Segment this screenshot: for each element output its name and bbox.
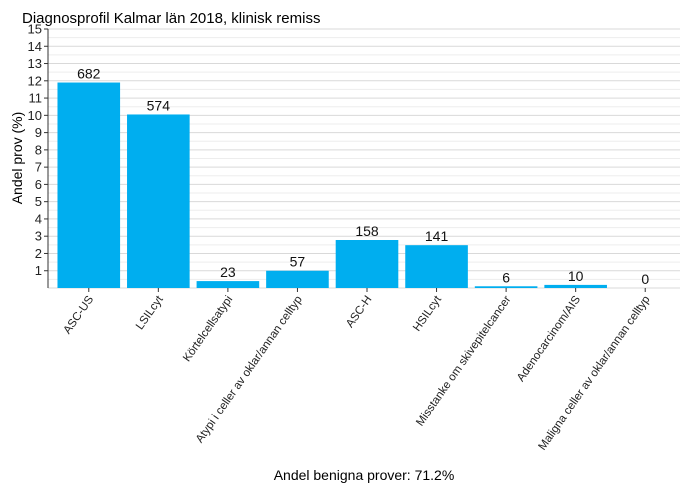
bar [57,82,121,288]
bar [335,239,399,288]
data-label: 6 [502,269,510,285]
x-tick-label: LSILcyt [134,293,166,332]
data-label: 574 [147,97,171,113]
y-tick-label: 14 [28,39,42,54]
y-tick-label: 8 [35,142,42,157]
y-tick-label: 15 [28,22,42,37]
data-label: 57 [290,254,306,270]
y-axis-label: Andel prov (%) [9,112,25,205]
data-label: 23 [220,264,236,280]
bar [544,284,607,288]
y-tick-label: 13 [28,56,42,71]
data-label: 10 [568,268,584,284]
y-tick-label: 11 [29,91,43,106]
chart-title: Diagnosprofil Kalmar län 2018, klinisk r… [22,10,320,27]
x-tick-label: ASC-US [61,294,96,337]
y-tick-label: 6 [35,177,42,192]
data-label: 141 [425,228,449,244]
bars [57,82,607,288]
bar [196,281,260,288]
data-label: 158 [355,223,379,239]
y-tick-label: 12 [28,73,42,88]
x-tick-label: HSILcyt [411,293,444,334]
y-tick-label: 3 [35,229,42,244]
y-tick-label: 2 [35,246,42,261]
x-tick-label: ASC-H [344,294,374,330]
x-tick-label: Adenocarcinom/AIS [515,294,583,384]
data-label: 0 [641,271,649,287]
y-tick-label: 4 [35,211,42,226]
data-label: 682 [77,66,101,82]
y-tick-label: 7 [35,160,42,175]
bar [474,286,538,288]
bar [266,270,329,288]
x-axis-caption: Andel benigna prover: 71.2% [274,467,455,483]
x-tick-label: Körtelcellsatypi [181,294,235,364]
bar [405,245,468,288]
x-tick-label: Maligna celler av oklar/annan celltyp [537,294,653,453]
y-tick-label: 9 [35,125,42,140]
data-labels: 682 574 23 57 158 141 6 10 0 [77,66,649,287]
y-tick-label: 10 [28,108,42,123]
bar [127,114,190,288]
y-tick-label: 1 [35,263,42,278]
y-tick-label: 5 [35,194,42,209]
